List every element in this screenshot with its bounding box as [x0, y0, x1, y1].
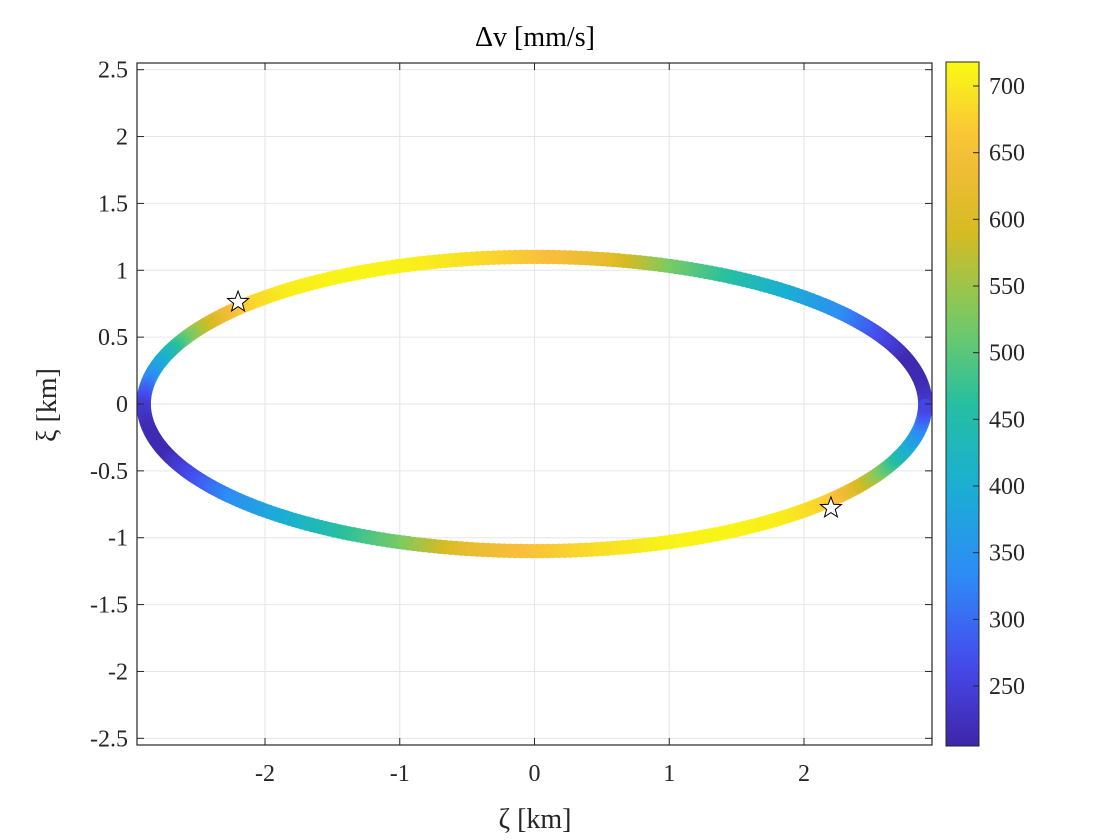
- star-marker: [819, 495, 843, 519]
- data-points: [136, 249, 933, 559]
- colorbar-tick-label: 700: [989, 74, 1025, 100]
- colorbar-tick-label: 400: [989, 474, 1025, 500]
- colorbar: 250 300 350 400 450 500 550 600 650 700: [945, 61, 1025, 747]
- colorbar-tick-label: 550: [989, 274, 1025, 300]
- y-tick-label: -2.5: [90, 726, 128, 752]
- x-tick-label: 0: [529, 761, 541, 787]
- x-axis-label: ζ [km]: [498, 804, 571, 835]
- y-tick-label: 2.5: [98, 58, 128, 84]
- star-markers: [226, 289, 843, 519]
- colorbar-tick-label: 600: [989, 207, 1025, 233]
- y-tick-label: -1.5: [90, 593, 128, 619]
- colorbar-tick-label: 350: [989, 541, 1025, 567]
- x-tick-label: 2: [798, 761, 810, 787]
- colorbar-tick-label: 300: [989, 607, 1025, 633]
- colorbar-ticks: 250 300 350 400 450 500 550 600 650 700: [973, 74, 1025, 700]
- colorbar-gradient: [945, 61, 980, 747]
- y-tick-label: 2: [116, 125, 128, 151]
- colorbar-tick-label: 500: [989, 341, 1025, 367]
- y-tick-label: 1: [116, 258, 128, 284]
- data-point: [918, 398, 933, 414]
- axis-ticks: -2 -1 0 1 2 -2.5 -2 -1.5 -1 -0.5 0 0.5 1 1.5 2 2.5: [90, 58, 932, 787]
- star-marker: [226, 289, 250, 313]
- y-tick-label: 0: [116, 392, 128, 418]
- colorbar-tick-label: 450: [989, 407, 1025, 433]
- chart-title: Δv [mm/s]: [475, 22, 595, 53]
- y-tick-label: -0.5: [90, 459, 128, 485]
- y-tick-label: -2: [108, 659, 128, 685]
- y-tick-label: -1: [108, 526, 128, 552]
- x-tick-label: -2: [255, 761, 275, 787]
- x-tick-label: 1: [663, 761, 675, 787]
- y-tick-label: 0.5: [98, 325, 128, 351]
- x-tick-label: -1: [390, 761, 410, 787]
- colorbar-tick-label: 650: [989, 141, 1025, 167]
- colorbar-tick-label: 250: [989, 674, 1025, 700]
- grid-lines: [137, 63, 932, 745]
- y-axis-label: ξ [km]: [32, 368, 63, 442]
- y-tick-label: 1.5: [98, 191, 128, 217]
